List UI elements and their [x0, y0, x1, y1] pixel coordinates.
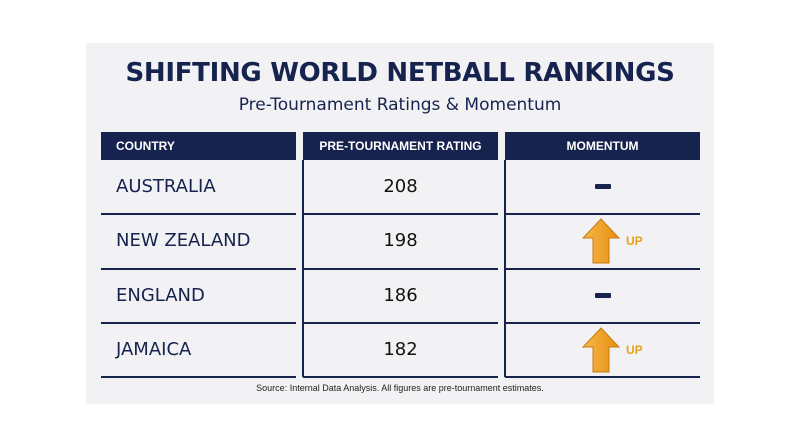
- row-divider: [101, 213, 296, 215]
- row-divider: [303, 213, 498, 215]
- row-divider: [505, 213, 700, 215]
- country-cell: JAMAICA: [116, 339, 192, 360]
- page-title: SHIFTING WORLD NETBALL RANKINGS: [125, 58, 675, 88]
- source-note: Source: Internal Data Analysis. All figu…: [256, 383, 544, 393]
- row-divider: [101, 322, 296, 324]
- momentum-cell: UP: [505, 214, 700, 268]
- rating-cell: 208: [383, 176, 418, 197]
- header-momentum: MOMENTUM: [505, 132, 700, 160]
- row-divider: [505, 322, 700, 324]
- dash-icon: [595, 293, 611, 298]
- dash-icon: [595, 184, 611, 189]
- up-arrow-icon: [582, 327, 620, 373]
- rating-cell: 182: [383, 339, 418, 360]
- rating-cell: 198: [383, 230, 418, 251]
- up-arrow-icon: [582, 218, 620, 264]
- row-divider: [505, 268, 700, 270]
- row-divider: [303, 268, 498, 270]
- row-divider: [101, 268, 296, 270]
- row-divider: [303, 376, 498, 378]
- country-cell: ENGLAND: [116, 285, 205, 306]
- row-divider: [101, 376, 296, 378]
- header-country: COUNTRY: [101, 132, 296, 160]
- country-cell: AUSTRALIA: [116, 176, 216, 197]
- table-row: NEW ZEALAND 198 UP: [101, 214, 700, 268]
- row-divider: [303, 322, 498, 324]
- table-row: JAMAICA 182 UP: [101, 323, 700, 377]
- header-rating: PRE-TOURNAMENT RATING: [303, 132, 498, 160]
- momentum-cell: UP: [505, 323, 700, 377]
- page-subtitle: Pre-Tournament Ratings & Momentum: [238, 95, 562, 115]
- momentum-cell: [505, 160, 700, 214]
- momentum-label: UP: [626, 343, 643, 357]
- momentum-cell: [505, 269, 700, 323]
- column-divider: [504, 160, 506, 377]
- column-divider: [302, 160, 304, 377]
- table-row: ENGLAND 186: [101, 269, 700, 323]
- table-row: AUSTRALIA 208: [101, 160, 700, 214]
- rankings-card: SHIFTING WORLD NETBALL RANKINGS Pre-Tour…: [86, 43, 714, 404]
- rating-cell: 186: [383, 285, 418, 306]
- momentum-label: UP: [626, 234, 643, 248]
- country-cell: NEW ZEALAND: [116, 230, 251, 251]
- row-divider: [505, 376, 700, 378]
